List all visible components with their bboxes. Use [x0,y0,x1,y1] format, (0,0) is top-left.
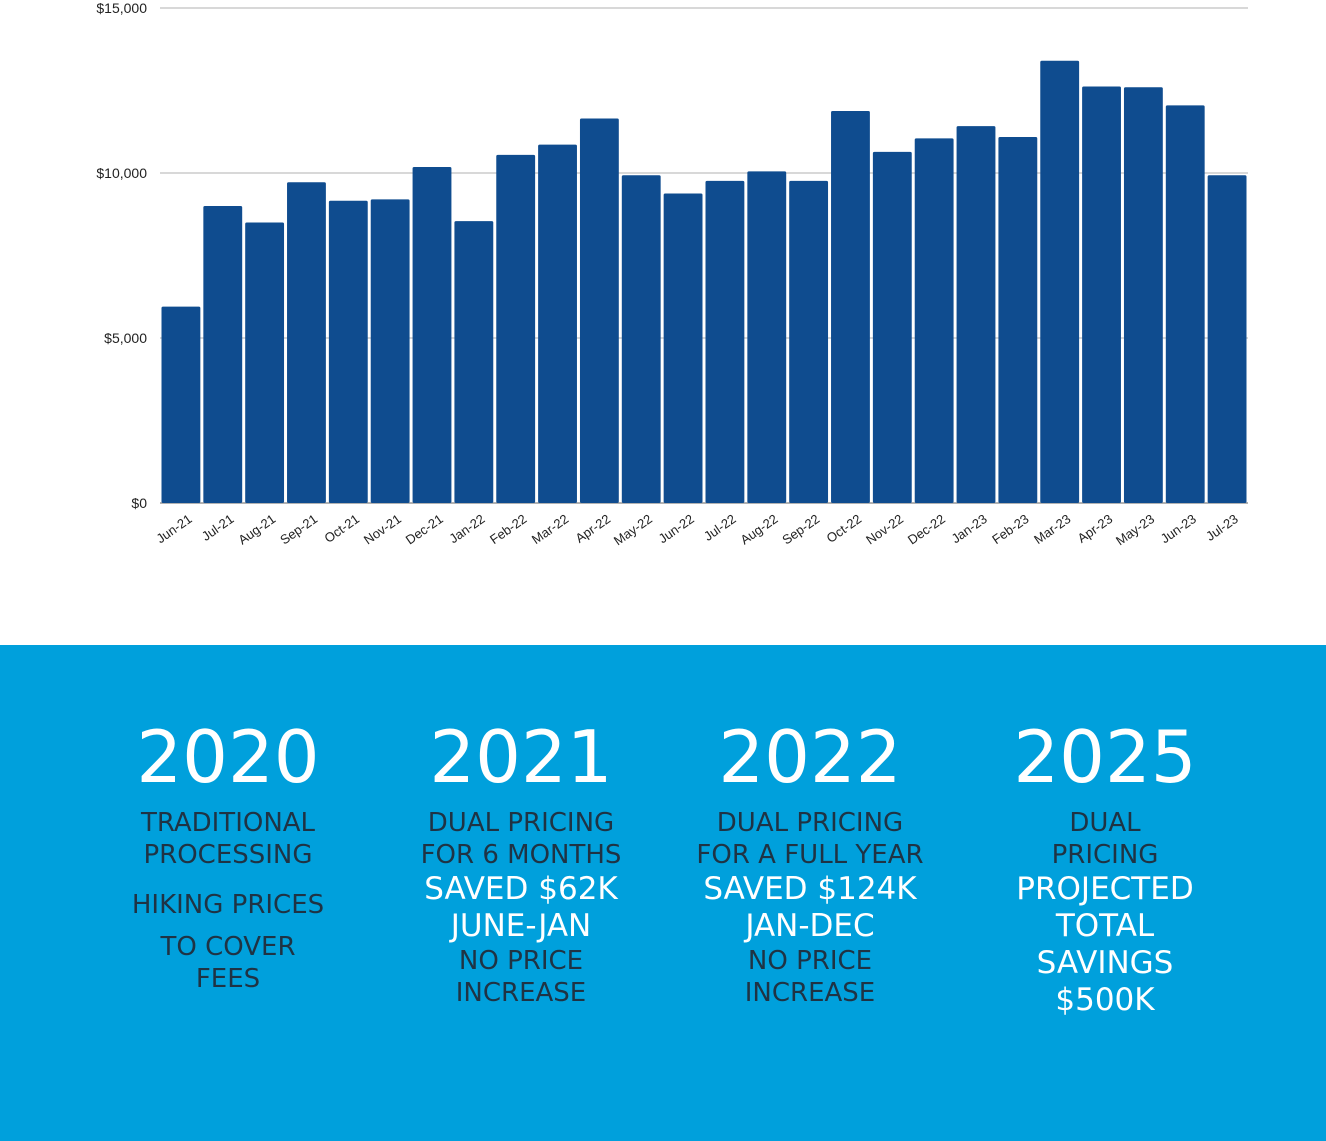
bar [1207,175,1247,503]
bar [621,175,661,503]
timeline-line: FOR A FULL YEAR [696,840,924,870]
timeline-line: JUNE-JAN [450,908,592,944]
x-tick-label: Oct-21 [321,511,362,546]
bar [496,154,536,503]
y-tick-label: $5,000 [104,330,147,346]
y-tick-label: $15,000 [96,0,147,16]
bar [161,306,201,503]
timeline-line: TO COVER [160,932,296,962]
x-tick-label: Sep-22 [779,511,822,547]
bar [1040,60,1080,504]
x-tick-label: Jun-21 [153,511,194,546]
timeline-2022: 2022 DUAL PRICING FOR A FULL YEAR SAVED … [665,715,955,1009]
y-tick-label: $0 [131,495,147,511]
bar [914,138,954,503]
bar [1082,86,1121,503]
x-tick-label: Oct-22 [824,511,865,546]
bar [454,221,494,503]
timeline-year: 2022 [718,715,902,799]
timeline-line: SAVINGS [1036,945,1174,981]
timeline-year: 2020 [136,715,320,799]
timeline-line: JAN-DEC [745,908,875,944]
bar [538,144,577,503]
bar [872,151,912,503]
timeline-line: TRADITIONAL [140,808,316,838]
x-tick-label: Apr-22 [573,511,614,546]
timeline-panel: 2020 TRADITIONAL PROCESSING HIKING PRICE… [0,645,1326,1141]
timeline-line: PRICING [1051,840,1159,870]
timeline-line: HIKING PRICES [131,890,325,920]
bar [287,182,326,504]
bar [663,193,703,503]
x-tick-label: May-23 [1113,511,1157,548]
x-tick-label: Jul-21 [199,511,237,544]
y-tick-label: $10,000 [96,165,147,181]
bar [203,206,243,503]
chart-svg: $15,000 $10,000 $5,000 $0 Jun-21 Jul-21Aug-21… [96,0,1248,548]
timeline-line: INCREASE [455,978,587,1008]
bar [747,171,787,503]
x-tick-label: Mar-22 [529,511,571,547]
x-tick-label: Sep-21 [277,511,320,547]
timeline-2025: 2025 DUAL PRICING PROJECTED TOTAL SAVING… [960,715,1250,1019]
x-tick-label: Jul-22 [701,511,739,544]
bar [328,200,368,503]
timeline-line: PROJECTED [1016,871,1194,907]
x-tick-label: May-22 [611,511,655,548]
x-tick-label: Aug-21 [235,511,278,547]
bar [789,180,829,504]
timeline-year: 2025 [1013,715,1197,799]
x-tick-label: Mar-23 [1031,511,1073,547]
x-tick-label: Jun-22 [656,511,697,546]
bar [1123,87,1163,503]
bar [412,167,452,503]
x-tick-label: Jan-22 [446,511,487,546]
bar [705,180,745,504]
timeline-line: NO PRICE [458,946,584,976]
timeline-line: FEES [195,964,261,994]
timeline-line: SAVED $124K [703,871,917,907]
x-tick-label: Feb-22 [487,511,529,547]
x-tick-label: Nov-22 [863,511,906,547]
timeline-line: $500K [1055,982,1155,1018]
x-tick-label: Aug-22 [738,511,781,547]
timeline-2021: 2021 DUAL PRICING FOR 6 MONTHS SAVED $62… [376,715,666,1009]
timeline-line: DUAL [1069,808,1141,838]
bar-chart: $15,000 $10,000 $5,000 $0 Jun-21 Jul-21 Aug-21… [96,0,1248,549]
x-tick-label: Jun-23 [1158,511,1199,546]
bar [370,199,410,503]
bar [998,137,1038,503]
x-tick-label: Nov-21 [361,511,404,547]
bar [579,118,619,504]
bar [245,222,285,503]
timeline-line: FOR 6 MONTHS [420,840,622,870]
timeline-line: NO PRICE [747,946,873,976]
bar [831,110,870,504]
timeline-line: INCREASE [744,978,876,1008]
timeline-year: 2021 [429,715,613,799]
timeline-line: DUAL PRICING [427,808,615,838]
bar [956,126,996,503]
timeline-line: SAVED $62K [424,871,618,907]
x-tick-label: Feb-23 [989,511,1031,547]
timeline-line: TOTAL [1055,908,1155,944]
x-tick-label: Apr-23 [1075,511,1116,546]
x-tick-label: Jan-23 [949,511,990,546]
x-tick-label: Dec-21 [403,511,446,547]
x-tick-label: Dec-22 [905,511,948,547]
timeline-line: DUAL PRICING [716,808,904,838]
timeline-2020: 2020 TRADITIONAL PROCESSING HIKING PRICE… [83,715,373,995]
timeline-line: PROCESSING [143,840,313,870]
x-tick-label: Jul-23 [1203,511,1241,544]
bar [1165,105,1205,503]
